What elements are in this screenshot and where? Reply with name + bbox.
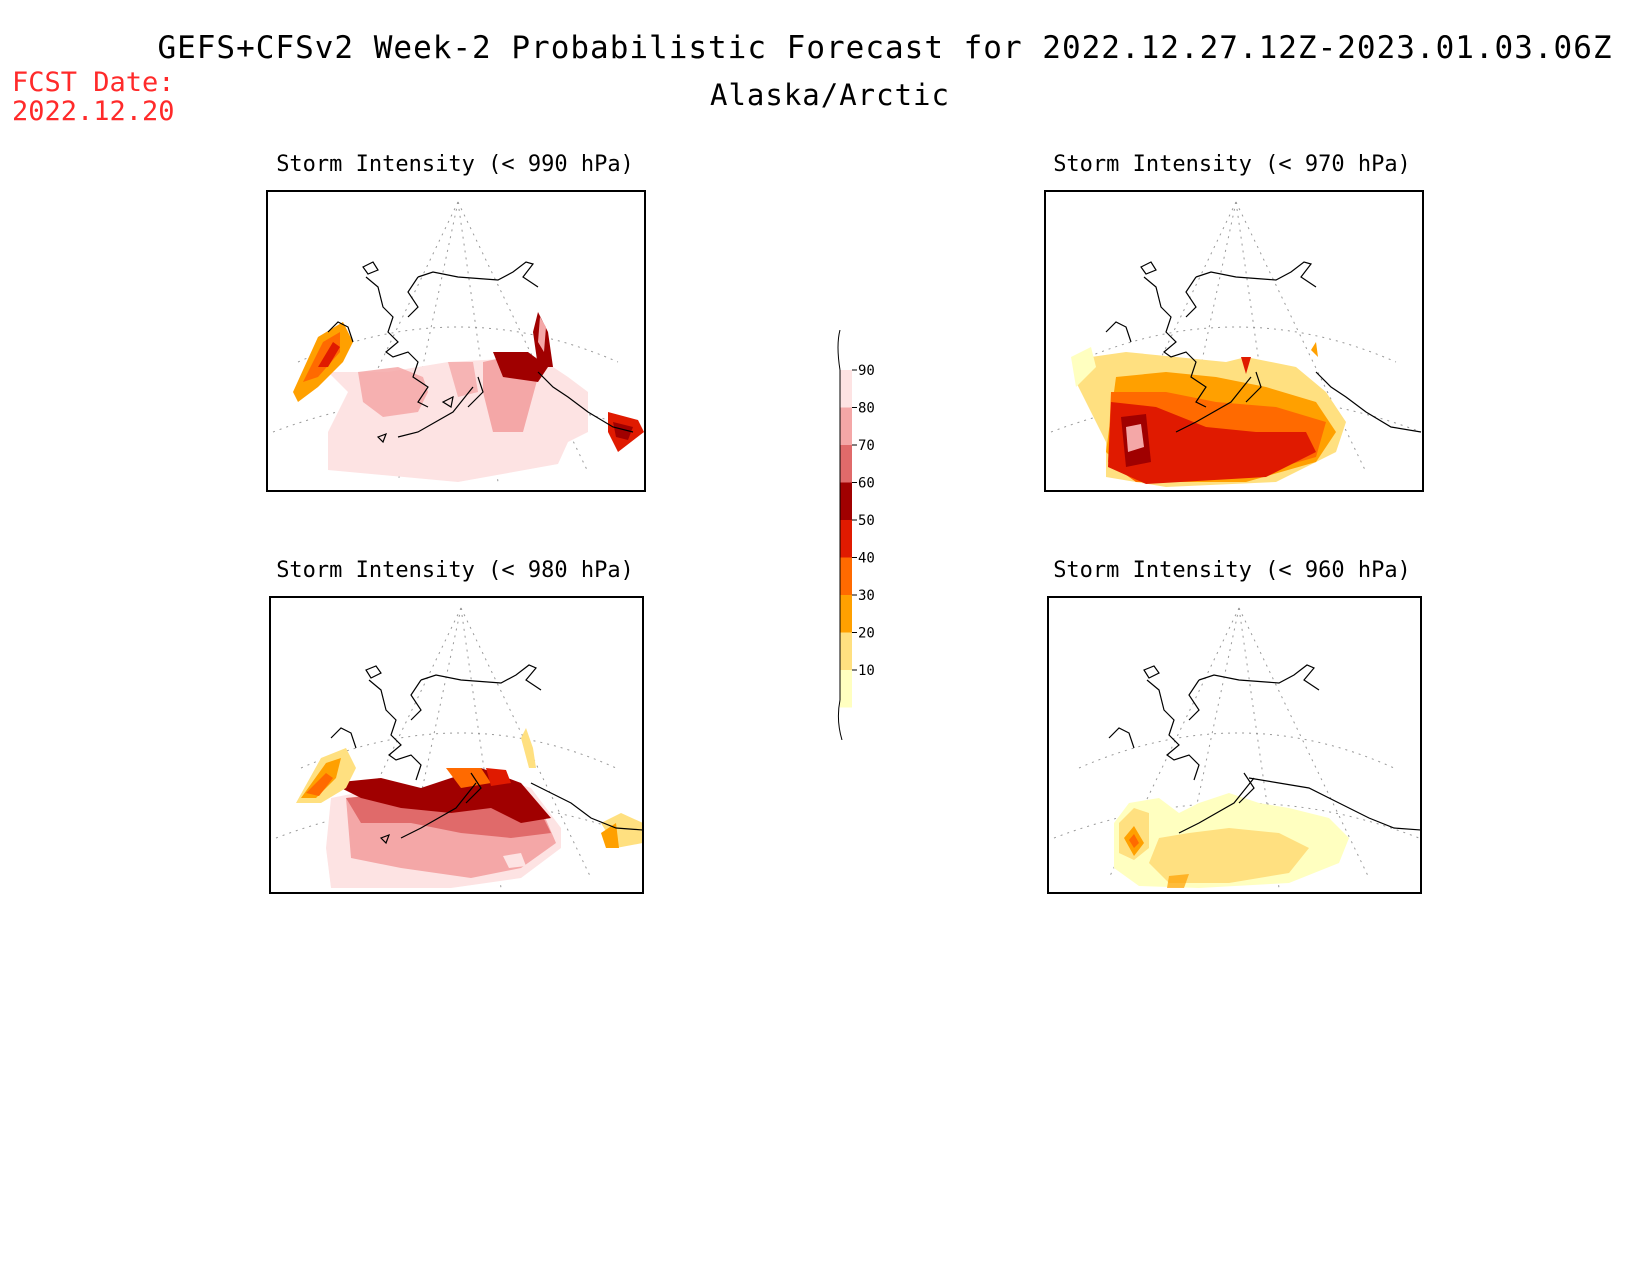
colorbar-label: 90 bbox=[858, 363, 875, 379]
coastline bbox=[330, 664, 642, 845]
region-title: Alaska/Arctic bbox=[710, 78, 950, 112]
colorbar-label: 40 bbox=[858, 551, 875, 567]
colorbar-swatch bbox=[840, 482, 852, 520]
colorbar-swatch bbox=[840, 370, 852, 408]
map-panel-970 bbox=[1044, 190, 1424, 492]
map-panel-960 bbox=[1047, 596, 1422, 894]
colorbar-label: 20 bbox=[858, 626, 875, 642]
panel-title-980: Storm Intensity (< 980 hPa) bbox=[276, 558, 634, 583]
map-panel-990 bbox=[266, 190, 646, 492]
probability-fill bbox=[296, 728, 642, 888]
colorbar-swatch bbox=[840, 595, 852, 633]
colorbar-label: 60 bbox=[858, 476, 875, 492]
probability-fill bbox=[293, 312, 644, 482]
colorbar-label: 10 bbox=[858, 663, 875, 679]
map-panel-980 bbox=[269, 596, 644, 894]
colorbar-bottom-tip bbox=[837, 699, 843, 741]
forecast-date-value: 2022.12.20 bbox=[12, 96, 175, 127]
coastline bbox=[327, 261, 634, 444]
forecast-date-label: FCST Date: bbox=[12, 67, 175, 98]
colorbar-swatch bbox=[840, 632, 852, 670]
colorbar-swatch bbox=[840, 557, 852, 595]
colorbar-label: 50 bbox=[858, 513, 875, 529]
probability-fill bbox=[1114, 793, 1349, 888]
colorbar-swatch bbox=[840, 407, 852, 445]
probability-fill bbox=[1071, 342, 1346, 487]
panel-title-970: Storm Intensity (< 970 hPa) bbox=[1053, 152, 1411, 177]
main-title: GEFS+CFSv2 Week-2 Probabilistic Forecast… bbox=[157, 30, 1613, 66]
panel-title-990: Storm Intensity (< 990 hPa) bbox=[276, 152, 634, 177]
colorbar-label: 70 bbox=[858, 438, 875, 454]
coastline bbox=[1105, 261, 1422, 433]
panel-title-960: Storm Intensity (< 960 hPa) bbox=[1053, 558, 1411, 583]
colorbar-swatch bbox=[840, 445, 852, 483]
probability-colorbar: 90 80 70 60 50 40 30 20 10 bbox=[810, 329, 900, 741]
coastline bbox=[1108, 664, 1420, 834]
colorbar-top-tip bbox=[837, 329, 841, 371]
colorbar-label: 30 bbox=[858, 588, 875, 604]
colorbar-swatch bbox=[840, 520, 852, 558]
colorbar-swatch bbox=[840, 670, 852, 708]
forecast-date-block: FCST Date: 2022.12.20 bbox=[12, 68, 175, 126]
colorbar-label: 80 bbox=[858, 401, 875, 417]
colorbar-swatches bbox=[840, 370, 852, 708]
